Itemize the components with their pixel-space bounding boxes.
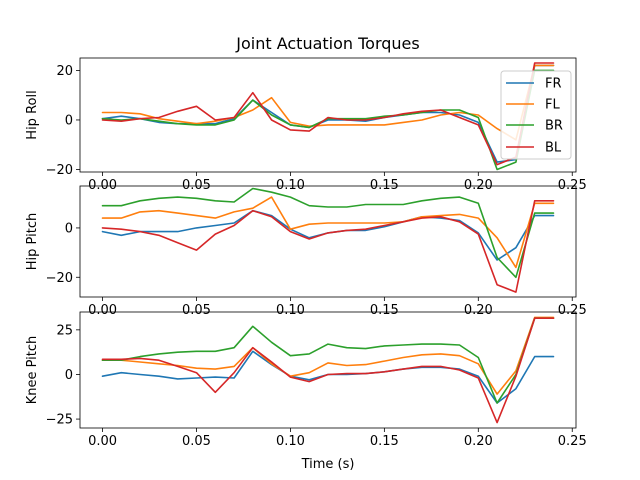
y-tick-label: 0 — [65, 113, 73, 128]
legend-label-fr: FR — [545, 77, 562, 92]
x-tick-label: 0.15 — [370, 434, 399, 449]
x-tick-label: 0.20 — [464, 178, 493, 193]
figure-title: Joint Actuation Torques — [235, 34, 419, 53]
x-tick-label: 0.05 — [182, 434, 211, 449]
x-tick-label: 0.25 — [558, 178, 587, 193]
x-tick-label: 0.00 — [88, 303, 117, 318]
x-tick-label: 0.10 — [276, 303, 305, 318]
plot-frame — [79, 311, 577, 429]
x-tick-label: 0.05 — [182, 303, 211, 318]
series-line-br — [101, 187, 555, 279]
plot-frame — [79, 185, 577, 298]
y-tick-label: −25 — [46, 413, 73, 428]
series-line-bl — [101, 62, 555, 166]
panel-0: 0.00 0.05 0.10 0.15 0.20 0.25 −20 0 20 Hip Roll FR… — [25, 57, 587, 193]
y-tick-label: −20 — [46, 163, 73, 178]
x-tick-label: 0.05 — [182, 178, 211, 193]
x-tick-label: 0.10 — [276, 434, 305, 449]
series-line-br — [101, 317, 555, 404]
y-axis-label: Hip Roll — [25, 90, 40, 139]
legend-label-br: BR — [545, 119, 563, 134]
series-line-br — [101, 69, 555, 171]
x-tick-label: 0.25 — [558, 303, 587, 318]
x-tick-label: 0.10 — [276, 178, 305, 193]
series-line-fl — [101, 196, 555, 269]
y-tick-label: 20 — [56, 64, 73, 79]
series-line-fl — [101, 316, 555, 395]
series-line-bl — [101, 317, 555, 424]
panels: 0.00 0.05 0.10 0.15 0.20 0.25 −20 0 20 Hip Roll FR… — [25, 57, 587, 449]
series-line-fl — [101, 64, 555, 141]
x-tick-label: 0.15 — [370, 303, 399, 318]
y-tick-label: 0 — [65, 368, 73, 383]
x-tick-label: 0.20 — [464, 303, 493, 318]
series-line-bl — [101, 200, 555, 293]
y-tick-label: 25 — [56, 323, 73, 338]
x-tick-label: 0.00 — [88, 434, 117, 449]
legend-label-fl: FL — [545, 98, 560, 113]
legend-label-bl: BL — [545, 141, 562, 156]
x-axis-label: Time (s) — [301, 457, 355, 472]
y-tick-label: −20 — [46, 271, 73, 286]
x-tick-label: 0.25 — [558, 434, 587, 449]
legend: FR FL BR BL — [500, 70, 572, 160]
x-tick-label: 0.20 — [464, 434, 493, 449]
panel-2: 0.00 0.05 0.10 0.15 0.20 0.25 −25 0 25 Knee Pitch — [25, 311, 587, 449]
y-axis-label: Hip Pitch — [25, 213, 40, 270]
y-axis-label: Knee Pitch — [25, 336, 40, 405]
x-tick-label: 0.15 — [370, 178, 399, 193]
panel-1: 0.00 0.05 0.10 0.15 0.20 0.25 −20 0 Hip Pitch — [25, 185, 587, 318]
x-tick-label: 0.00 — [88, 178, 117, 193]
y-tick-label: 0 — [65, 221, 73, 236]
legend-box — [500, 70, 572, 160]
plot-frame — [79, 57, 577, 173]
